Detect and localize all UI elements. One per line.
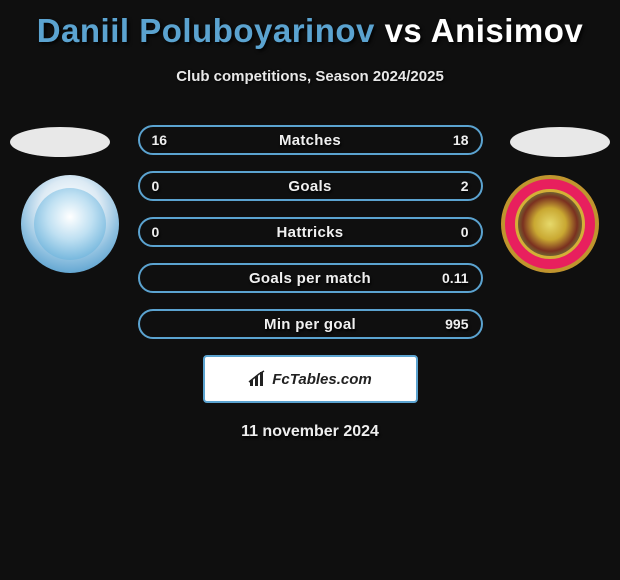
chart-icon — [248, 370, 268, 388]
stat-label: Min per goal — [264, 316, 356, 333]
source-text: FcTables.com — [272, 371, 371, 388]
stat-left: 0 — [152, 178, 160, 194]
player2-club-badge — [501, 175, 599, 273]
stat-left: 16 — [152, 132, 168, 148]
source-badge[interactable]: FcTables.com — [203, 355, 418, 403]
date-text: 11 november 2024 — [0, 423, 620, 441]
player1-club-badge — [21, 175, 119, 273]
stat-row-gpm: Goals per match 0.11 — [138, 263, 483, 293]
stat-label: Matches — [279, 132, 341, 149]
stat-right: 18 — [453, 132, 469, 148]
stat-label: Goals — [288, 178, 331, 195]
stat-right: 995 — [445, 316, 468, 332]
badge-inner — [34, 188, 106, 260]
stat-right: 2 — [461, 178, 469, 194]
player2-name: Anisimov — [431, 12, 584, 49]
stat-row-goals: 0 Goals 2 — [138, 171, 483, 201]
stat-right: 0.11 — [442, 270, 468, 286]
stat-right: 0 — [461, 224, 469, 240]
badge-inner — [515, 189, 585, 259]
stats-list: 16 Matches 18 0 Goals 2 0 Hattricks 0 Go… — [138, 125, 483, 339]
comparison-title: Daniil Poluboyarinov vs Anisimov — [0, 0, 620, 50]
content-area: 16 Matches 18 0 Goals 2 0 Hattricks 0 Go… — [0, 125, 620, 441]
player1-photo — [10, 127, 110, 157]
stat-left: 0 — [152, 224, 160, 240]
player1-name: Daniil Poluboyarinov — [37, 12, 375, 49]
stat-row-matches: 16 Matches 18 — [138, 125, 483, 155]
stat-row-mpg: Min per goal 995 — [138, 309, 483, 339]
subtitle: Club competitions, Season 2024/2025 — [0, 68, 620, 85]
player2-photo — [510, 127, 610, 157]
stat-row-hattricks: 0 Hattricks 0 — [138, 217, 483, 247]
stat-label: Goals per match — [249, 270, 371, 287]
vs-text: vs — [385, 12, 423, 49]
stat-label: Hattricks — [277, 224, 344, 241]
